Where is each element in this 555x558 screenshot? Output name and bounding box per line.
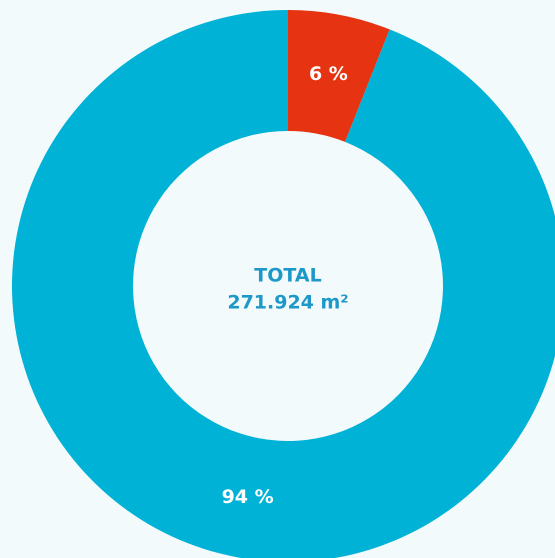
center-total: 271.924 m² <box>227 292 348 314</box>
slice <box>12 10 555 558</box>
slice-label: 94 % <box>222 486 274 508</box>
slice-label: 6 % <box>309 63 348 85</box>
center-title: TOTAL <box>254 265 321 287</box>
donut <box>12 10 555 558</box>
slice <box>288 10 390 142</box>
